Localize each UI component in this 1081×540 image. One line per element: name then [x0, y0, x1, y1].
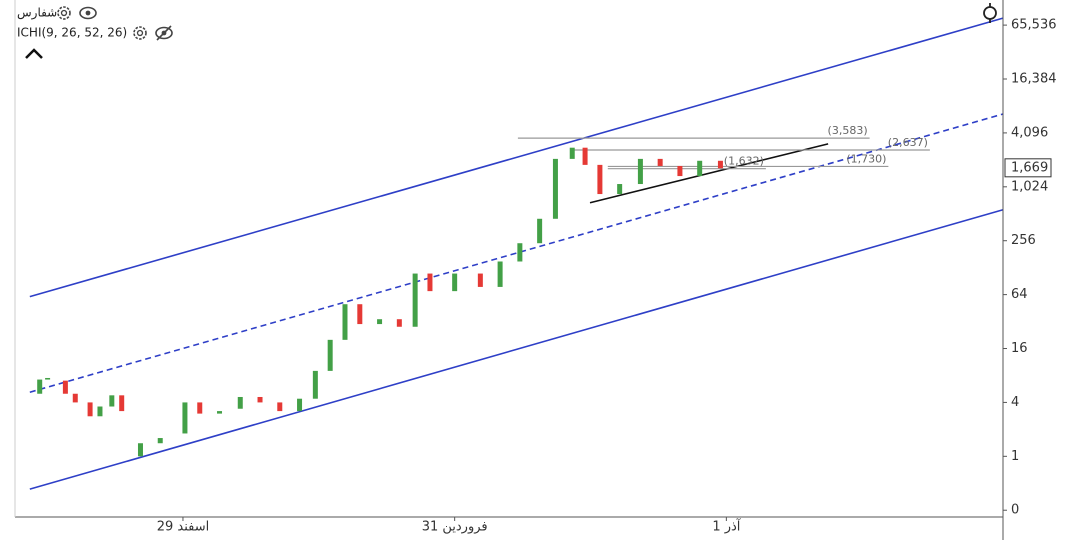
candle: [412, 273, 418, 327]
indicator-hidden-icon[interactable]: [155, 25, 173, 41]
level-label: (1,730): [846, 152, 886, 165]
x-tick-label: 1 آذر: [712, 518, 741, 535]
candle: [109, 395, 115, 407]
symbol: شفارس: [17, 6, 57, 21]
candle: [617, 184, 623, 195]
candle: [327, 339, 333, 371]
candle: [237, 396, 243, 409]
trend-line: [29, 17, 1004, 298]
candle: [569, 147, 575, 159]
candle: [396, 319, 402, 327]
x-tick-label: 29 اسفند: [157, 520, 210, 535]
candle: [537, 218, 543, 244]
level-label: (1,632): [724, 155, 764, 168]
level-label: (2,637): [888, 136, 928, 149]
candle: [217, 411, 223, 414]
last-price-label: 1,669: [1011, 160, 1048, 175]
last-price-box: [1004, 158, 1052, 178]
candle: [637, 158, 643, 185]
indicator-settings-icon[interactable]: [133, 26, 147, 40]
candle: [157, 438, 163, 444]
candle: [62, 380, 68, 394]
y-tick-label: 4: [1011, 395, 1019, 410]
candle: [377, 319, 383, 325]
candle: [119, 395, 125, 412]
plot-area: (3,583) (2,637)(1,730) (1,632): [29, 17, 1004, 490]
candle: [477, 273, 483, 287]
y-tick-label: 64: [1011, 287, 1028, 302]
trend-line: [29, 208, 1004, 490]
y-tick-label: 256: [1011, 233, 1036, 248]
y-tick-label: 4,096: [1011, 125, 1048, 140]
candle: [197, 402, 203, 414]
candle: [45, 377, 51, 380]
candle: [72, 393, 78, 403]
trend-line: [589, 143, 829, 204]
level-label: (3,583): [828, 124, 868, 137]
candle: [257, 396, 263, 403]
y-tick-label: 65,536: [1011, 18, 1057, 33]
candle: [452, 273, 458, 292]
x-tick-label: 31 فروردین: [422, 520, 488, 535]
y-tick-label: 16: [1011, 341, 1028, 356]
candle: [182, 402, 188, 434]
candle: [427, 273, 433, 292]
collapse-button[interactable]: [25, 48, 43, 59]
candle: [97, 406, 103, 417]
candle: [87, 402, 93, 417]
candle: [297, 398, 303, 412]
candle: [37, 379, 43, 394]
candle: [677, 165, 683, 177]
candle: [342, 304, 348, 340]
crosshair-button[interactable]: [983, 3, 997, 23]
candle: [277, 402, 283, 412]
y-tick-label: 1: [1011, 449, 1019, 464]
y-tick-label: 0: [1011, 503, 1019, 518]
candle: [552, 158, 558, 219]
candle: [137, 443, 143, 457]
candle: [697, 160, 703, 177]
y-tick-label: 1,024: [1011, 179, 1048, 194]
indicator-label: ICHI(9, 26, 52, 26): [17, 26, 127, 40]
candle: [717, 160, 723, 169]
candle: [517, 243, 523, 262]
candle: [357, 304, 363, 325]
candle: [597, 164, 603, 195]
candle: [312, 370, 318, 399]
y-tick-label: 16,384: [1011, 72, 1057, 87]
visibility-icon[interactable]: [79, 6, 97, 20]
settings-icon[interactable]: [57, 6, 71, 20]
trend-line: [29, 113, 1004, 393]
candle: [582, 147, 588, 165]
candle: [657, 158, 663, 166]
candle: [497, 261, 503, 287]
